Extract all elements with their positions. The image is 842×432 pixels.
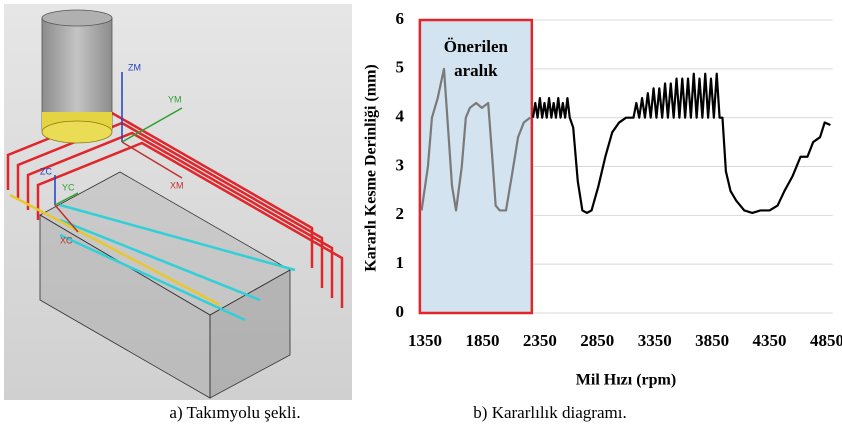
cad-label: ZM — [128, 62, 141, 72]
y-tick-label: 4 — [396, 107, 405, 126]
y-tick-label: 0 — [396, 302, 405, 321]
cad-label: XM — [170, 180, 184, 190]
highlight-label: Önerilen — [444, 37, 509, 56]
cad-label: YC — [62, 182, 75, 192]
x-axis-label: Mil Hızı (rpm) — [576, 372, 676, 389]
x-tick-label: 3850 — [695, 331, 729, 350]
page: ZM YM XM ZC YC XC a) Takımyolu şekli. b)… — [0, 0, 842, 432]
tool-top — [42, 10, 112, 26]
cad-image: ZM YM XM ZC YC XC — [4, 4, 352, 400]
y-tick-label: 3 — [396, 155, 405, 174]
figure: ZM YM XM ZC YC XC a) Takımyolu şekli. b)… — [0, 0, 842, 432]
x-tick-label: 2850 — [580, 331, 614, 350]
caption: a) Takımyolu şekli. — [169, 403, 300, 422]
cad-label: YM — [168, 94, 182, 104]
y-tick-label: 1 — [396, 253, 405, 272]
cad-label: ZC — [40, 166, 52, 176]
y-tick-label: 2 — [396, 204, 405, 223]
highlight-label: aralık — [454, 61, 498, 80]
x-tick-label: 4350 — [753, 331, 787, 350]
tool-tip-face — [42, 121, 112, 143]
x-tick-label: 4850 — [810, 331, 842, 350]
data-line — [533, 74, 830, 213]
chart: 0 1 2 3 4 5 6 1350 1850 2350 2850 3350 3850 4350 4850 Ö… — [396, 9, 842, 350]
y-tick-label: 5 — [396, 58, 405, 77]
x-tick-label: 3350 — [638, 331, 672, 350]
y-axis-label: Kararlı Kesme Derinliği (mm) — [363, 64, 380, 272]
x-tick-label: 1350 — [408, 331, 442, 350]
y-tick-label: 6 — [396, 9, 405, 28]
cad-label: XC — [60, 235, 73, 245]
x-tick-label: 2350 — [523, 331, 557, 350]
caption: b) Kararlılık diagramı. — [473, 403, 626, 422]
x-tick-label: 1850 — [465, 331, 499, 350]
